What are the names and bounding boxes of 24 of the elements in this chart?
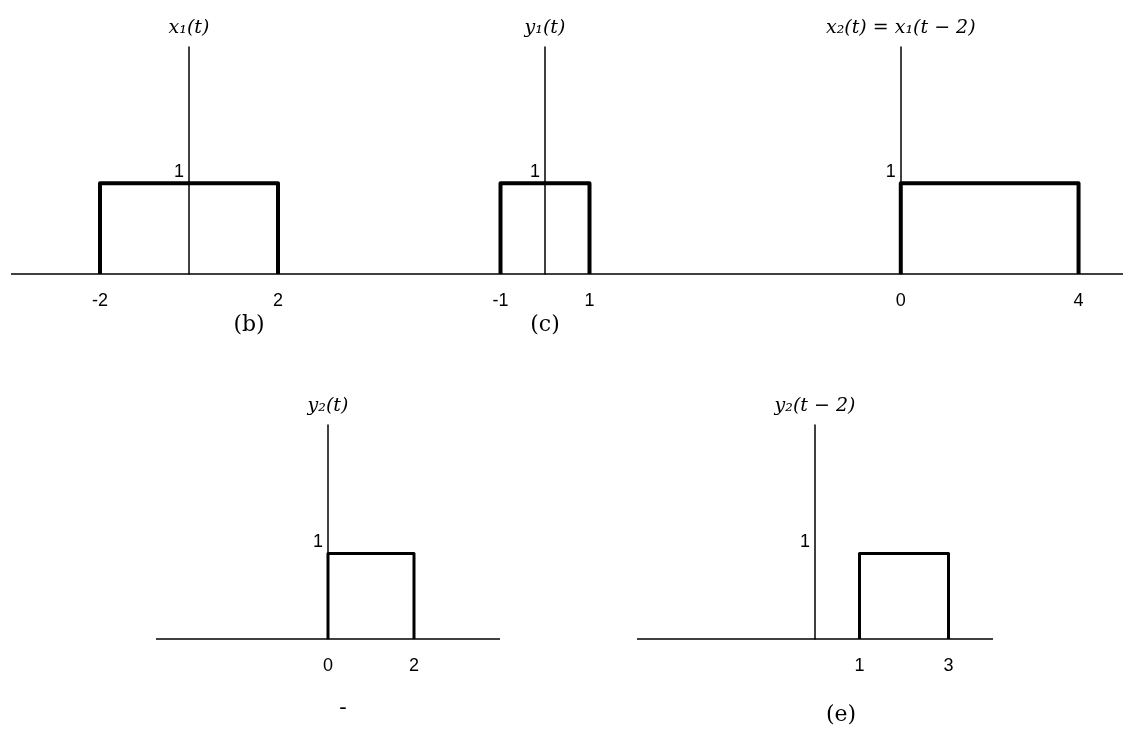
x-tick-label: 4 — [1073, 290, 1084, 310]
y-axis-title: x₂(t) = x₁(t − 2) — [825, 14, 976, 37]
y-axis-title: y₂(t − 2) — [773, 392, 856, 415]
text: 1 — [885, 161, 896, 182]
x-tick-label: 0 — [895, 290, 906, 310]
x-tick-label: 0 — [322, 655, 334, 675]
x-tick-label: 1 — [854, 655, 865, 675]
y-axis-title: x₁(t) — [168, 14, 210, 37]
text: (b) — [233, 310, 265, 336]
y-axis-title: y₁(t) — [523, 14, 566, 37]
text: - — [339, 693, 347, 719]
x-tick-label: -1 — [492, 290, 509, 310]
text: (c) — [530, 310, 560, 336]
x-tick-label: 3 — [943, 655, 954, 675]
x-tick-label: 2 — [272, 290, 284, 310]
x-tick-label: -2 — [91, 290, 109, 310]
x-tick-label: 1 — [584, 290, 595, 310]
x-tick-label: 2 — [408, 655, 420, 675]
text: 1 — [799, 531, 810, 552]
text: 1 — [529, 161, 540, 182]
y-axis-title: y₂(t) — [306, 392, 349, 415]
text: 1 — [173, 161, 184, 182]
text: 1 — [312, 531, 323, 552]
text: (e) — [825, 700, 857, 726]
